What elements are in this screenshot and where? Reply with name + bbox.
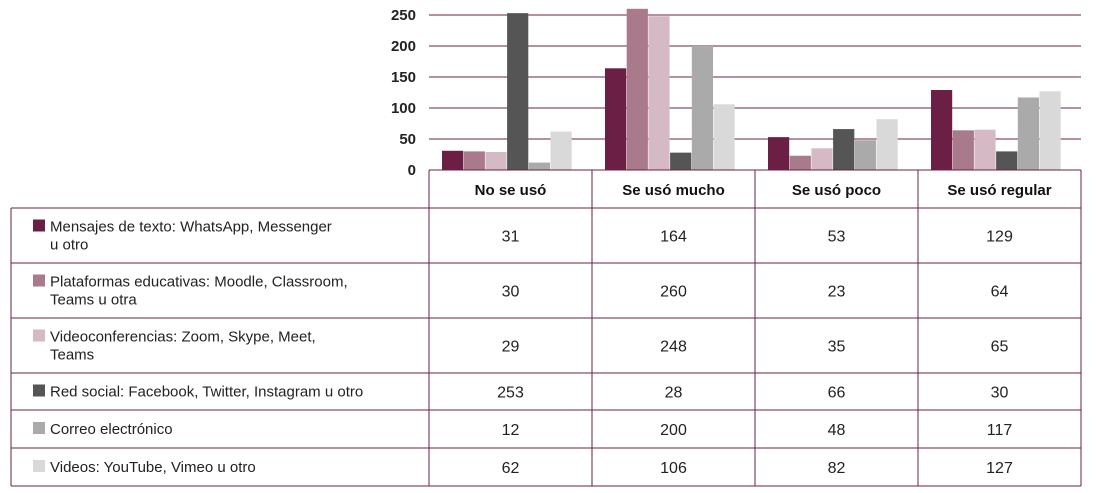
y-tick-label: 200 [391,38,416,55]
bar [1017,97,1039,170]
bar [605,68,627,170]
bar [811,148,833,170]
row-label: Mensajes de texto: WhatsApp, Messenger [50,219,332,236]
bars [442,8,1061,171]
bar [528,162,550,170]
legend-swatch [33,422,45,434]
y-axis-ticks: 0 50 100 150 200 250 [391,7,416,179]
table-cell: 260 [660,284,687,301]
row-label: u otro [50,237,88,254]
row-label: Red social: Facebook, Twitter, Instagram… [50,384,363,401]
table-cell: 127 [986,460,1013,477]
bar [876,119,898,170]
row-label: Correo electrónico [50,421,173,438]
row-label: Videos: YouTube, Vimeo u otro [50,459,256,476]
row-label: Teams [50,347,94,364]
column-header: No se usó [475,182,547,199]
bar [550,131,572,170]
bar [952,130,974,170]
table-cell: 31 [502,229,520,246]
row-label: Plataformas educativas: Moodle, Classroo… [50,274,348,291]
legend-swatch [33,384,45,397]
legend-swatch [33,274,45,287]
bar [854,140,876,170]
table-cell: 248 [660,339,687,356]
bar [442,150,464,170]
y-tick-label: 100 [391,100,416,117]
table-cell: 53 [828,229,846,246]
table-cell: 164 [660,229,687,246]
legend-swatch [33,460,45,472]
table-cell: 35 [828,339,846,356]
table-cell: 66 [828,385,846,402]
table-cell: 30 [991,385,1009,402]
bar [1039,91,1061,170]
y-tick-label: 150 [391,69,416,86]
bar [507,13,529,171]
table-cell: 30 [502,284,520,301]
legend-swatch [33,219,45,232]
bar [833,129,855,170]
table-cell: 65 [991,339,1009,356]
table-cell: 28 [665,385,683,402]
y-tick-label: 250 [391,7,416,24]
y-tick-label: 50 [399,131,416,148]
table-cell: 64 [991,284,1009,301]
table-cell: 106 [660,460,687,477]
bar [931,90,953,170]
row-label: Videoconferencias: Zoom, Skype, Meet, [50,329,316,346]
bar [713,104,735,170]
column-header: Se usó mucho [622,182,725,199]
table-cell: 200 [660,422,687,439]
table-cell: 48 [828,422,846,439]
bar [485,152,507,170]
table-cell: 82 [828,460,846,477]
column-header: Se usó poco [792,182,881,199]
bar [691,46,713,170]
bar [626,8,648,170]
bar [463,151,485,170]
table-cell: 129 [986,229,1013,246]
legend-swatch [33,329,45,342]
bar [996,151,1018,170]
table-cell: 12 [502,422,520,439]
bar [670,152,692,170]
bar [648,16,670,170]
table-cell: 29 [502,339,520,356]
table-cell: 117 [987,422,1013,439]
data-table: No se usó Se usó mucho Se usó poco Se usó r… [10,169,1082,487]
row-label: Teams u otra [50,292,137,309]
column-header: Se usó regular [947,182,1051,199]
table-cell: 253 [497,385,524,402]
table-cell: 23 [828,284,846,301]
table-cell: 62 [502,460,520,477]
bar [789,155,811,170]
bar [974,129,996,170]
bar [768,137,790,170]
y-tick-label: 0 [408,162,416,179]
